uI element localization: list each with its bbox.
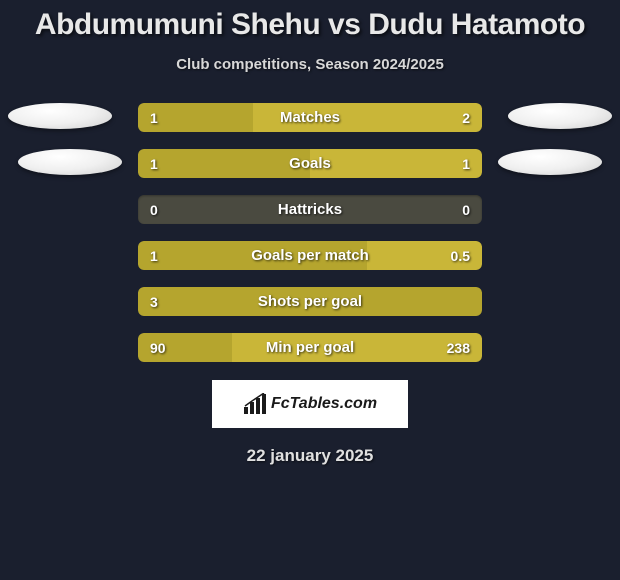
comparison-infographic: Abdumumuni Shehu vs Dudu Hatamoto Club c… (0, 0, 620, 466)
stat-value-player2: 238 (447, 333, 470, 362)
player2-avatar-placeholder (508, 103, 612, 129)
stat-value-player2: 0.5 (451, 241, 470, 270)
stat-row: 3Shots per goal (138, 287, 482, 316)
stat-row: 90Min per goal238 (138, 333, 482, 362)
stat-row: 1Goals1 (138, 149, 482, 178)
stat-label: Matches (138, 103, 482, 132)
stat-label: Goals per match (138, 241, 482, 270)
stat-value-player2: 1 (462, 149, 470, 178)
stat-value-player2: 2 (462, 103, 470, 132)
fctables-logo: FcTables.com (212, 380, 408, 428)
stat-row: 0Hattricks0 (138, 195, 482, 224)
stats-area: 1Matches21Goals10Hattricks01Goals per ma… (0, 103, 620, 362)
bars-icon (243, 393, 267, 415)
stat-row: 1Matches2 (138, 103, 482, 132)
page-title: Abdumumuni Shehu vs Dudu Hatamoto (0, 8, 620, 42)
stat-label: Shots per goal (138, 287, 482, 316)
stat-row: 1Goals per match0.5 (138, 241, 482, 270)
stat-bars: 1Matches21Goals10Hattricks01Goals per ma… (138, 103, 482, 362)
player2-badge-placeholder (498, 149, 602, 175)
stat-value-player2: 0 (462, 195, 470, 224)
player1-badge-placeholder (18, 149, 122, 175)
stat-label: Min per goal (138, 333, 482, 362)
logo-text: FcTables.com (271, 395, 377, 413)
stat-label: Goals (138, 149, 482, 178)
stat-label: Hattricks (138, 195, 482, 224)
player1-avatar-placeholder (8, 103, 112, 129)
subtitle: Club competitions, Season 2024/2025 (0, 56, 620, 73)
date: 22 january 2025 (0, 446, 620, 466)
